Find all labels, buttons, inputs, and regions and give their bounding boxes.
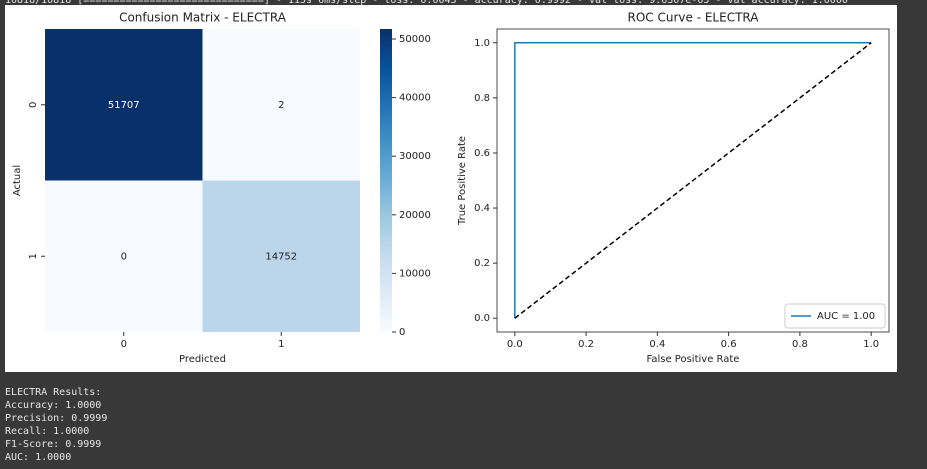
output-line: Accuracy: 1.0000 <box>5 400 101 411</box>
chart-title: ROC Curve - ELECTRA <box>628 11 760 25</box>
colorbar <box>380 29 392 332</box>
y-tick-label: 0.6 <box>474 148 490 159</box>
cell-label: 0 <box>121 251 127 262</box>
y-axis-label: True Positive Rate <box>457 136 468 226</box>
x-tick-label: 0.6 <box>721 339 737 350</box>
x-axis-label: Predicted <box>179 354 226 365</box>
x-tick-label: 1 <box>278 339 284 350</box>
heatmap-cell <box>202 180 360 332</box>
series-line <box>514 42 872 319</box>
y-tick-label: 0.2 <box>474 258 490 269</box>
output-line: F1-Score: 0.9999 <box>5 439 101 450</box>
progress-line: 10818/10818 [===========================… <box>5 0 848 6</box>
colorbar-tick-label: 30000 <box>399 151 431 162</box>
output-line: AUC: 1.0000 <box>5 452 71 463</box>
output-line: ELECTRA Results: <box>5 387 101 398</box>
y-axis-label: Actual <box>12 165 23 196</box>
y-tick-label: 0 <box>28 102 39 108</box>
y-tick-label: 0.4 <box>474 203 490 214</box>
x-tick-label: 0.2 <box>578 339 594 350</box>
x-axis-label: False Positive Rate <box>647 354 740 365</box>
colorbar-tick-label: 50000 <box>399 34 431 45</box>
y-tick-label: 0.0 <box>474 313 490 324</box>
chart-title: Confusion Matrix - ELECTRA <box>119 11 287 25</box>
x-tick-label: 0.8 <box>792 339 808 350</box>
colorbar-tick-label: 40000 <box>399 93 431 104</box>
series-line <box>514 42 872 319</box>
cell-label: 51707 <box>108 100 140 111</box>
colorbar-tick-label: 10000 <box>399 268 431 279</box>
heatmap-cell <box>45 180 203 332</box>
y-tick-label: 1 <box>28 253 39 259</box>
cell-label: 2 <box>278 100 284 111</box>
x-tick-label: 0.4 <box>649 339 665 350</box>
legend-label: AUC = 1.00 <box>817 311 875 322</box>
x-tick-label: 1.0 <box>863 339 879 350</box>
legend <box>784 303 886 329</box>
x-tick-label: 0 <box>121 339 127 350</box>
y-tick-label: 1.0 <box>474 38 490 49</box>
plot-frame <box>496 28 890 333</box>
colorbar-tick-label: 0 <box>399 327 405 338</box>
heatmap-cell <box>45 29 203 181</box>
y-tick-label: 0.8 <box>474 93 490 104</box>
cell-label: 14752 <box>265 251 297 262</box>
x-tick-label: 0.0 <box>507 339 523 350</box>
output-line: Precision: 0.9999 <box>5 413 107 424</box>
colorbar-tick-label: 20000 <box>399 210 431 221</box>
heatmap-cell <box>202 29 360 181</box>
output-line: Recall: 1.0000 <box>5 426 89 437</box>
